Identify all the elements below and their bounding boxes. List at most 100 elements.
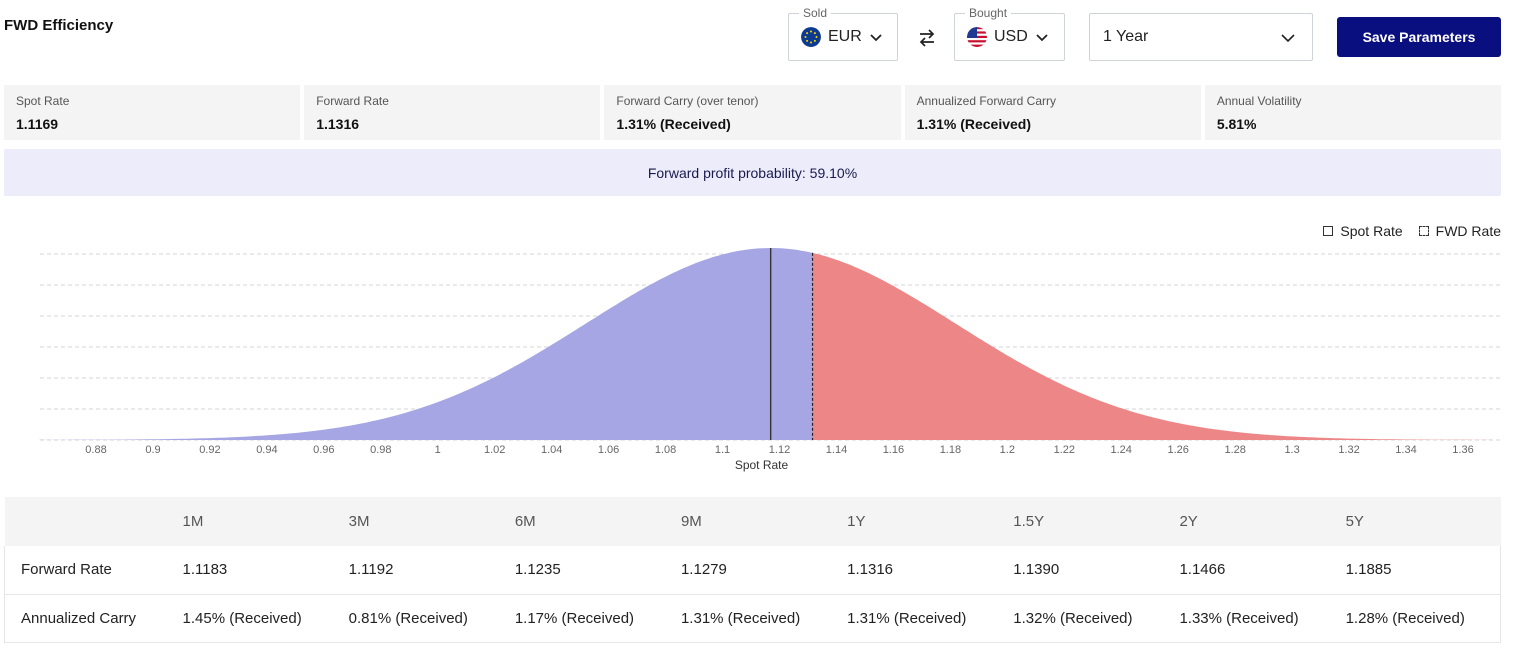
x-tick-label: 1.1: [715, 444, 730, 456]
chart-legend: Spot Rate FWD Rate: [1323, 223, 1501, 239]
stat-forward-carry: Forward Carry (over tenor) 1.31% (Receiv…: [604, 85, 901, 140]
profit-probability-banner: Forward profit probability: 59.10%: [4, 149, 1501, 196]
period-select[interactable]: 1 Year: [1089, 13, 1313, 61]
eu-flag-icon: [801, 27, 821, 47]
table-header-cell: 1M: [170, 497, 337, 546]
table-cell: 1.1316: [835, 546, 1002, 595]
sold-currency-code: EUR: [828, 28, 862, 45]
table-header-cell: 5Y: [1333, 497, 1501, 546]
legend-dashed-box-icon: [1418, 226, 1429, 236]
row-label: Forward Rate: [4, 546, 171, 595]
stats-bar: Spot Rate 1.1169 Forward Rate 1.1316 For…: [4, 85, 1502, 140]
table-header-cell: 2Y: [1167, 497, 1334, 546]
legend-spot-label: Spot Rate: [1340, 223, 1403, 239]
x-tick-label: 1.18: [940, 444, 961, 456]
table-cell: 1.32% (Received): [1001, 594, 1168, 643]
sold-legend: Sold: [799, 6, 832, 20]
x-tick-label: 1: [435, 444, 441, 456]
x-tick-label: 1.22: [1054, 444, 1075, 456]
table-cell: 1.1390: [1001, 546, 1168, 595]
table-cell: 1.31% (Received): [835, 594, 1002, 643]
x-tick-label: 1.04: [541, 444, 562, 456]
table-cell: 1.1235: [502, 546, 669, 595]
x-tick-label: 1.24: [1110, 444, 1131, 456]
save-parameters-button[interactable]: Save Parameters: [1337, 17, 1501, 57]
stat-annual-volatility: Annual Volatility 5.81%: [1204, 85, 1502, 140]
table-header-cell: 1Y: [835, 497, 1002, 546]
bought-legend: Bought: [965, 6, 1012, 20]
x-tick-label: 0.98: [370, 444, 391, 456]
x-tick-label: 1.3: [1284, 444, 1299, 456]
period-value: 1 Year: [1103, 28, 1149, 45]
chevron-down-icon: [1036, 34, 1048, 42]
x-tick-label: 0.96: [313, 444, 334, 456]
stat-label: Annual Volatility: [1216, 94, 1302, 108]
stat-value: 1.1169: [16, 116, 59, 132]
stat-label: Forward Rate: [316, 94, 389, 108]
x-axis-label: Spot Rate: [735, 458, 789, 472]
table-cell: 1.33% (Received): [1167, 594, 1334, 643]
stat-annualized-forward-carry: Annualized Forward Carry 1.31% (Received…: [904, 85, 1201, 140]
table-header-row: 1M 3M 6M 9M 1Y 1.5Y 2Y 5Y: [4, 497, 1501, 546]
x-tick-label: 1.36: [1452, 444, 1473, 456]
x-tick-label: 1.16: [883, 444, 904, 456]
table-cell: 1.28% (Received): [1333, 594, 1501, 643]
x-tick-label: 1.34: [1395, 444, 1416, 456]
table-cell: 1.1183: [170, 546, 337, 595]
x-tick-label: 1.14: [826, 444, 847, 456]
stat-value: 1.31% (Received): [616, 116, 731, 132]
bought-currency-select[interactable]: Bought USD: [954, 6, 1065, 61]
legend-spot-rate[interactable]: Spot Rate: [1323, 223, 1403, 239]
stat-forward-rate: Forward Rate 1.1316: [304, 85, 601, 140]
distribution-chart: 0.88 0.9 0.92 0.94 0.96 0.98 1 1.02 1.04 1.06 1.08…: [39, 248, 1501, 472]
tenor-table: 1M 3M 6M 9M 1Y 1.5Y 2Y 5Y Forward Rate 1…: [4, 497, 1501, 643]
stat-label: Forward Carry (over tenor): [616, 94, 759, 108]
table-row: Annualized Carry 1.45% (Received) 0.81% …: [4, 594, 1501, 643]
x-tick-label: 0.88: [85, 444, 106, 456]
table-header-cell: 6M: [502, 497, 669, 546]
stat-value: 1.31% (Received): [916, 116, 1032, 132]
row-label: Annualized Carry: [4, 594, 171, 643]
table-cell: 1.45% (Received): [170, 594, 337, 643]
x-tick-label: 1.2: [1000, 444, 1015, 456]
table-row: Forward Rate 1.1183 1.1192 1.1235 1.1279…: [4, 546, 1501, 595]
x-tick-label: 1.26: [1167, 444, 1188, 456]
x-tick-label: 0.9: [145, 444, 160, 456]
stat-label: Annualized Forward Carry: [916, 94, 1056, 108]
x-tick-label: 1.06: [598, 444, 619, 456]
chevron-down-icon: [870, 34, 882, 42]
table-cell: 1.31% (Received): [668, 594, 836, 643]
table-header-cell: 3M: [336, 497, 503, 546]
table-cell: 1.1885: [1333, 546, 1501, 595]
table-cell: 1.1279: [668, 546, 836, 595]
table-cell: 1.1466: [1167, 546, 1334, 595]
table-header-cell: [4, 497, 171, 546]
x-tick-label: 1.32: [1338, 444, 1359, 456]
legend-solid-box-icon: [1323, 226, 1334, 236]
chevron-down-icon: [1281, 34, 1295, 43]
stat-spot-rate: Spot Rate 1.1169: [4, 85, 301, 140]
x-tick-label: 1.02: [484, 444, 505, 456]
x-tick-label: 0.92: [199, 444, 220, 456]
x-tick-label: 1.12: [769, 444, 790, 456]
stat-value: 5.81%: [1216, 116, 1257, 132]
x-tick-label: 1.28: [1224, 444, 1245, 456]
table-cell: 1.1192: [336, 546, 503, 595]
page-title: FWD Efficiency: [4, 17, 114, 34]
legend-fwd-label: FWD Rate: [1435, 223, 1501, 239]
stat-label: Spot Rate: [16, 94, 70, 108]
swap-currencies-icon[interactable]: [916, 27, 938, 49]
table-header-cell: 1.5Y: [1001, 497, 1168, 546]
x-tick-label: 1.08: [655, 444, 676, 456]
x-tick-label: 0.94: [256, 444, 277, 456]
table-cell: 0.81% (Received): [336, 594, 503, 643]
area-below-forward: [39, 248, 813, 440]
us-flag-icon: [967, 27, 987, 47]
table-header-cell: 9M: [668, 497, 836, 546]
bought-currency-code: USD: [994, 28, 1028, 45]
legend-fwd-rate[interactable]: FWD Rate: [1418, 223, 1501, 239]
sold-currency-select[interactable]: Sold EUR: [788, 6, 898, 61]
stat-value: 1.1316: [316, 116, 360, 132]
area-above-forward: [812, 252, 1492, 440]
table-cell: 1.17% (Received): [502, 594, 669, 643]
